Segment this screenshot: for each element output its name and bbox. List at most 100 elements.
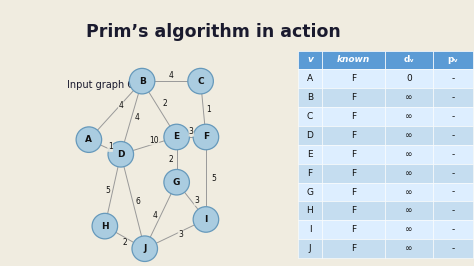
Text: 3: 3 <box>178 230 183 239</box>
Text: F: F <box>351 188 356 197</box>
Bar <box>298 145 322 164</box>
Text: A: A <box>307 74 313 83</box>
Circle shape <box>188 68 213 94</box>
Text: ∞: ∞ <box>405 188 413 197</box>
Text: F: F <box>203 132 209 142</box>
Text: 3: 3 <box>194 196 199 205</box>
Text: -: - <box>451 74 455 83</box>
Text: ∞: ∞ <box>405 150 413 159</box>
Text: A: A <box>85 135 92 144</box>
Bar <box>385 201 433 220</box>
Text: F: F <box>351 131 356 140</box>
Text: 4: 4 <box>169 71 174 80</box>
Bar <box>433 182 473 201</box>
Text: Input graph G: Input graph G <box>67 80 135 90</box>
Bar <box>322 164 385 182</box>
Text: Prim’s algorithm in action: Prim’s algorithm in action <box>86 23 341 41</box>
Bar <box>322 126 385 145</box>
Text: -: - <box>451 93 455 102</box>
Bar <box>322 220 385 239</box>
Circle shape <box>193 124 219 150</box>
Bar <box>298 164 322 182</box>
Text: 4: 4 <box>153 211 158 220</box>
Text: -: - <box>451 131 455 140</box>
Bar <box>385 164 433 182</box>
Bar <box>322 51 385 69</box>
Text: ∞: ∞ <box>405 169 413 178</box>
Text: -: - <box>451 244 455 253</box>
Text: F: F <box>351 244 356 253</box>
Bar <box>433 164 473 182</box>
Bar <box>298 107 322 126</box>
Text: 3: 3 <box>189 127 194 136</box>
Circle shape <box>108 142 134 167</box>
Text: H: H <box>101 222 109 231</box>
Text: F: F <box>307 169 312 178</box>
Bar <box>433 69 473 88</box>
Text: B: B <box>138 77 146 86</box>
Bar <box>298 220 322 239</box>
Text: 2: 2 <box>169 155 173 164</box>
Circle shape <box>164 124 190 150</box>
Bar <box>385 239 433 258</box>
Circle shape <box>132 236 157 261</box>
Text: D: D <box>117 150 125 159</box>
Text: 4: 4 <box>134 113 139 122</box>
Text: -: - <box>451 188 455 197</box>
Text: F: F <box>351 206 356 215</box>
Text: 2: 2 <box>122 238 127 247</box>
Text: ∞: ∞ <box>405 131 413 140</box>
Bar <box>433 145 473 164</box>
Bar <box>433 239 473 258</box>
Text: ∞: ∞ <box>405 206 413 215</box>
Text: C: C <box>307 112 313 121</box>
Bar <box>298 51 322 69</box>
Text: 2: 2 <box>162 99 167 108</box>
Text: G: G <box>173 178 180 187</box>
Text: G: G <box>307 188 313 197</box>
Bar <box>322 88 385 107</box>
Bar <box>433 126 473 145</box>
Text: 5: 5 <box>105 186 110 195</box>
Bar <box>385 51 433 69</box>
Bar <box>322 107 385 126</box>
Bar <box>322 239 385 258</box>
Text: 0: 0 <box>406 74 412 83</box>
Text: known: known <box>337 56 370 64</box>
Bar <box>298 201 322 220</box>
Text: -: - <box>451 225 455 234</box>
Text: F: F <box>351 169 356 178</box>
Text: J: J <box>143 244 146 253</box>
Text: H: H <box>307 206 313 215</box>
Bar <box>298 88 322 107</box>
Bar <box>385 145 433 164</box>
Text: E: E <box>173 132 180 142</box>
Text: ∞: ∞ <box>405 244 413 253</box>
Text: ∞: ∞ <box>405 225 413 234</box>
Text: 1: 1 <box>108 143 112 151</box>
Bar <box>385 126 433 145</box>
Circle shape <box>164 169 190 195</box>
Text: ∞: ∞ <box>405 93 413 102</box>
Text: -: - <box>451 206 455 215</box>
Bar <box>433 220 473 239</box>
Text: pᵥ: pᵥ <box>447 56 458 64</box>
Text: 6: 6 <box>136 197 140 206</box>
Circle shape <box>193 207 219 232</box>
Text: B: B <box>307 93 313 102</box>
Text: F: F <box>351 74 356 83</box>
Bar <box>298 69 322 88</box>
Bar <box>322 69 385 88</box>
Text: D: D <box>307 131 313 140</box>
Circle shape <box>129 68 155 94</box>
Bar <box>385 107 433 126</box>
Bar <box>433 107 473 126</box>
Bar <box>298 182 322 201</box>
Text: I: I <box>309 225 311 234</box>
Bar <box>385 69 433 88</box>
Text: ∞: ∞ <box>405 112 413 121</box>
Text: 4: 4 <box>118 101 123 110</box>
Bar <box>322 182 385 201</box>
Circle shape <box>76 127 101 152</box>
Text: F: F <box>351 225 356 234</box>
